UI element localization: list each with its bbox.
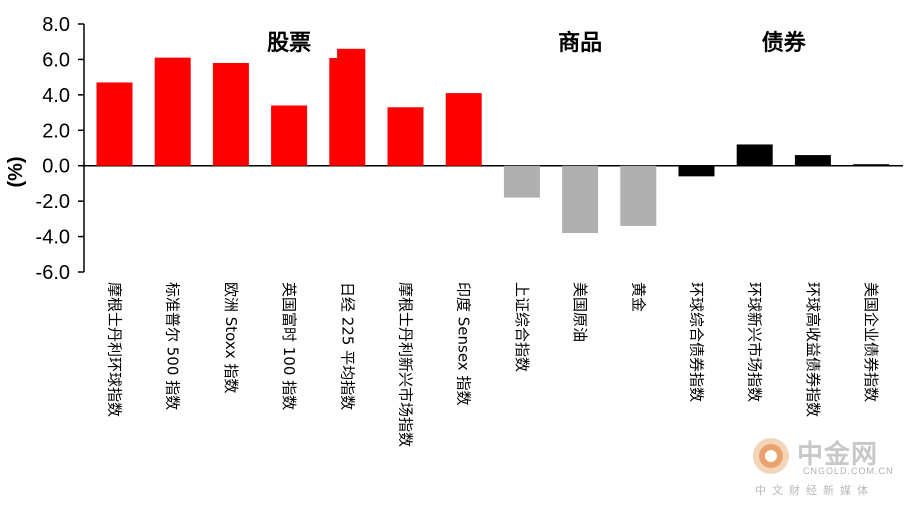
- category-label: 印度 Sensex 指数: [455, 282, 473, 405]
- bar: [620, 165, 657, 226]
- category-label: 美国原油: [571, 282, 589, 342]
- category-label: 摩根士丹利新兴市场指数: [397, 282, 415, 447]
- y-tick-label: -6.0: [36, 262, 70, 284]
- category-label: 标准普尔 500 指数: [164, 282, 182, 410]
- category-label: 黄金: [629, 282, 647, 312]
- cngold-logo-icon: [753, 438, 789, 474]
- category-label: 日经 225 平均指数: [338, 282, 356, 410]
- bar: [794, 155, 831, 166]
- category-label: 环球综合债券指数: [688, 282, 706, 402]
- y-tick-label: -2.0: [36, 191, 70, 213]
- category-label: 上证综合指数: [513, 282, 531, 372]
- y-tick-label: 8.0: [42, 14, 70, 36]
- bar: [387, 107, 424, 166]
- bar: [853, 164, 890, 166]
- group-label-background: [532, 22, 629, 58]
- bar: [96, 82, 133, 166]
- category-label: 摩根士丹利环球指数: [106, 282, 124, 417]
- category-label: 环球高收益债券指数: [804, 282, 822, 417]
- bar: [154, 57, 191, 166]
- bar: [503, 165, 540, 198]
- group-label: 商品: [558, 30, 602, 56]
- bar: [562, 165, 599, 234]
- bar: [329, 48, 366, 166]
- watermark: 中金网 CNGOLD.COM.CN 中文财经新媒体: [745, 432, 905, 502]
- category-label: 美国企业债券指数: [862, 282, 880, 402]
- y-tick-label: 6.0: [42, 49, 70, 71]
- bar: [212, 62, 249, 166]
- group-label-background: [241, 22, 338, 58]
- category-label: 环球新兴市场指数: [746, 282, 764, 402]
- bar: [678, 165, 715, 177]
- y-tick-label: 4.0: [42, 85, 70, 107]
- bar: [736, 144, 773, 166]
- category-label: 英国富时 100 指数: [280, 282, 298, 410]
- y-tick-label: 2.0: [42, 120, 70, 142]
- y-tick-label: 0.0: [42, 156, 70, 178]
- category-label: 欧洲 Stoxx 指数: [222, 282, 240, 393]
- bar: [445, 93, 482, 166]
- group-label-background: [735, 22, 832, 58]
- bar: [271, 105, 308, 166]
- y-tick-label: -4.0: [36, 227, 70, 249]
- watermark-name: 中金网: [797, 440, 879, 470]
- watermark-domain: CNGOLD.COM.CN: [803, 466, 894, 476]
- watermark-subtitle: 中文财经新媒体: [755, 484, 874, 497]
- group-label: 债券: [762, 30, 807, 56]
- group-label: 股票: [267, 31, 311, 56]
- y-axis-label: (%): [5, 156, 27, 187]
